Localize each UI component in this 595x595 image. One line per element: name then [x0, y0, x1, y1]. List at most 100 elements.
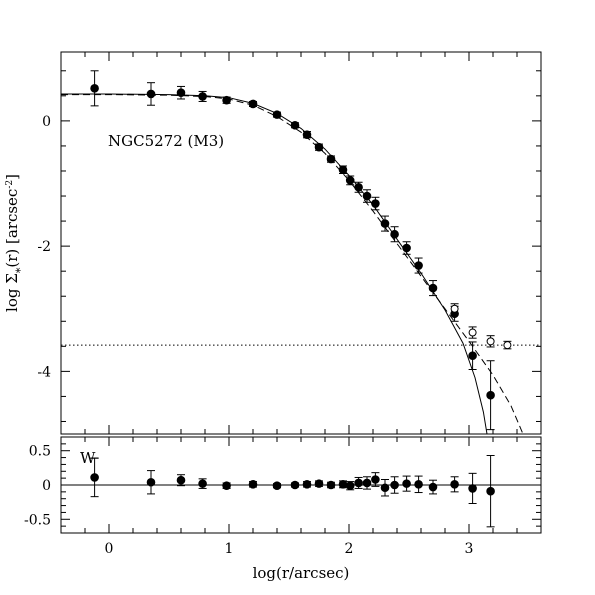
profile-point-marker [362, 191, 372, 201]
profile-point-marker [314, 142, 324, 152]
excluded-profile-point [486, 335, 495, 348]
residual-point [222, 481, 231, 490]
profile-point-marker [272, 110, 282, 119]
residual-point-marker [290, 480, 300, 490]
residual-point-marker [354, 478, 363, 488]
residual-point-marker [428, 482, 438, 492]
residual-point-marker [362, 478, 372, 488]
residual-point-marker [146, 477, 156, 487]
top-plot-frame [60, 51, 542, 435]
y-axis-label-subscript: * [14, 267, 27, 273]
y-axis-label-main: log Σ [3, 273, 21, 312]
residual-panel-annotation: W [80, 449, 96, 467]
profile-point [390, 226, 399, 243]
residual-point [371, 472, 380, 487]
excluded-profile-point-marker [468, 328, 477, 337]
cluster-annotation: NGC5272 (M3) [108, 132, 224, 150]
residual-point [450, 476, 459, 493]
residual-point-marker [302, 480, 312, 489]
profile-point-marker [302, 130, 312, 139]
profile-point-marker [146, 89, 156, 99]
residual-point-marker [176, 475, 186, 485]
profile-point [402, 241, 411, 255]
profile-point-marker [390, 229, 399, 239]
residual-point-marker [450, 480, 459, 489]
profile-point [302, 130, 312, 139]
profile-point-marker [414, 261, 423, 270]
residual-point [428, 479, 438, 495]
residual-point-marker [338, 480, 348, 489]
profile-point-marker [198, 92, 207, 101]
profile-point-marker [402, 243, 411, 253]
profile-point [362, 189, 372, 203]
profile-point-marker [338, 165, 348, 175]
residual-point-marker [486, 486, 495, 496]
y-axis-label-superscript: -2 [5, 180, 15, 189]
x-tick-label: 0 [105, 541, 114, 557]
residual-point [272, 481, 282, 490]
residual-point [146, 470, 156, 495]
residual-point [402, 475, 411, 492]
residual-point [248, 480, 258, 489]
bottom-data-points [90, 455, 495, 528]
bottom-y-tick-label: -0.5 [24, 512, 51, 528]
profile-point [428, 280, 438, 297]
excluded-profile-point-marker [450, 304, 459, 313]
profile-point [326, 154, 336, 164]
residual-point [390, 476, 399, 494]
profile-point [198, 90, 207, 102]
residual-point-marker [468, 484, 477, 493]
profile-point [380, 215, 390, 232]
profile-point-marker [90, 84, 99, 93]
profile-point-marker [222, 95, 231, 105]
profile-point-marker [468, 351, 477, 361]
residual-point [468, 472, 477, 505]
bottom-axes: 0 1 2 3 0.5 0 -0.5 [24, 436, 542, 557]
top-panel: 0-2-4 NGC5272 (M3) log Σ*(r) [arcsec-2] [3, 51, 542, 435]
profile-point-marker [354, 182, 363, 192]
residual-point-marker [390, 480, 399, 490]
profile-point [290, 120, 300, 130]
excluded-profile-point [503, 340, 512, 350]
x-tick-label: 1 [225, 541, 234, 557]
y-axis-label-close: ] [3, 174, 21, 180]
top-y-tick-label: -4 [37, 364, 51, 380]
residual-point [338, 480, 348, 489]
residual-point [198, 478, 207, 489]
residual-point-marker [402, 479, 411, 488]
residual-point-marker [314, 479, 324, 488]
profile-point-marker [345, 176, 355, 185]
residual-point [176, 474, 186, 487]
profile-point-marker [371, 199, 380, 208]
excluded-profile-point-marker [486, 337, 495, 346]
profile-point [90, 70, 99, 107]
residual-point [326, 480, 336, 490]
residual-point-marker [198, 479, 207, 488]
profile-point [354, 181, 363, 193]
y-axis-label-tail: (r) [arcsec [3, 189, 21, 268]
profile-point [176, 85, 186, 100]
profile-point [468, 341, 477, 370]
profile-point-marker [290, 120, 300, 130]
residual-point [302, 480, 312, 489]
residual-point [345, 481, 355, 491]
profile-point-marker [380, 219, 390, 228]
x-tick-label: 2 [345, 541, 354, 557]
residual-point [354, 476, 363, 489]
residual-point [380, 479, 390, 497]
residual-point [362, 476, 372, 490]
excluded-profile-point [468, 326, 477, 339]
residual-point-marker [380, 483, 390, 493]
bottom-y-tick-label: 0 [42, 478, 51, 494]
profile-point-marker [176, 88, 186, 98]
profile-point [338, 165, 348, 175]
profile-point [146, 82, 156, 106]
top-axes: 0 -2 -4 [37, 52, 542, 434]
profile-point [272, 110, 282, 119]
residual-point-marker [414, 480, 423, 489]
residual-point-marker [345, 481, 355, 490]
profile-point [414, 257, 423, 274]
residual-point-marker [248, 480, 258, 489]
residual-point-marker [90, 473, 99, 482]
profile-point-marker [486, 390, 495, 400]
